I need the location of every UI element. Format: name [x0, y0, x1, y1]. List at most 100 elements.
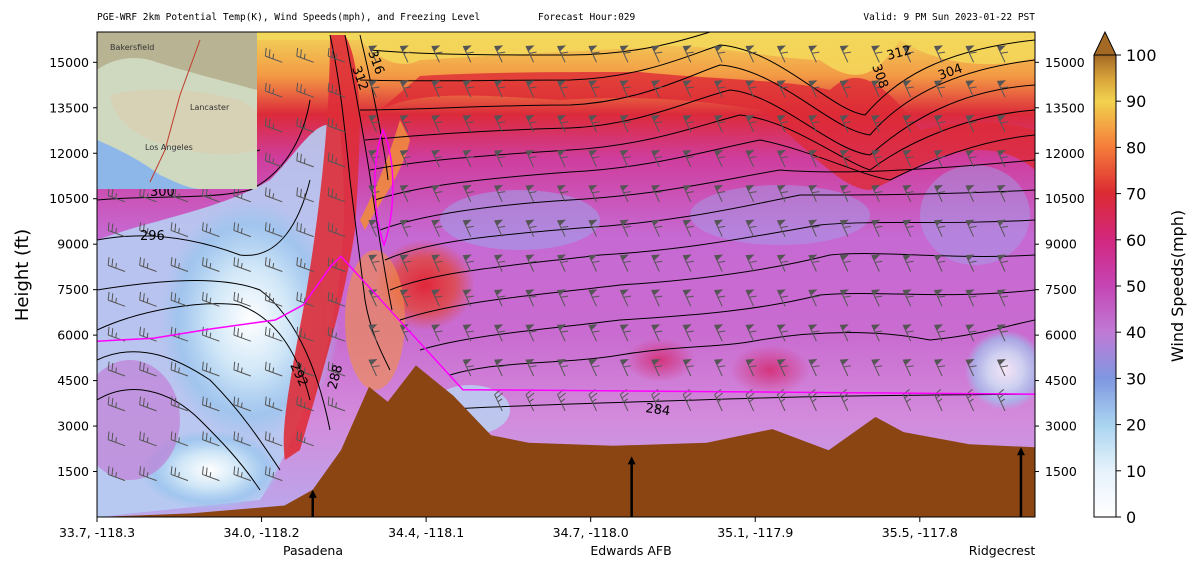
wind-barb [682, 115, 694, 133]
wind-barb [462, 149, 474, 168]
wind-barb [431, 324, 443, 342]
inset-map: Bakersfield Lancaster Los Angeles [97, 32, 257, 189]
wind-barb [776, 324, 789, 342]
wind-barb [619, 289, 631, 307]
y-axis-right: 1500 3000 4500 6000 7500 9000 10500 12000 13500 1… [1035, 55, 1085, 479]
wind-barb [557, 80, 569, 98]
y-tick-label-right: 12000 [1045, 146, 1085, 161]
wind-barb [934, 254, 946, 272]
wind-barb [525, 115, 537, 133]
wind-barb [494, 289, 506, 307]
wind-barb [431, 115, 443, 133]
y-tick-label: 9000 [57, 237, 89, 252]
terrain-profile [97, 365, 1035, 517]
x-tick-label: 34.0, -118.2 [224, 525, 300, 540]
wind-barb [233, 326, 251, 342]
wind-barb [431, 219, 443, 237]
wind-barb [902, 359, 914, 377]
wind-barb [588, 45, 600, 63]
wind-barb [619, 149, 631, 168]
wind-barb [296, 396, 314, 412]
wind-barb [557, 149, 569, 168]
wind-barb [588, 80, 600, 98]
contour-label: 288 [325, 363, 346, 391]
wind-barb [327, 396, 346, 412]
wind-barb [871, 324, 883, 342]
y-tick-label: 15000 [49, 55, 89, 70]
y-tick-label: 13500 [49, 100, 89, 115]
wind-barb [233, 291, 251, 307]
wind-barb [201, 466, 220, 482]
wind-barb [965, 324, 977, 342]
wind-barb [368, 45, 380, 63]
wind-barb [714, 359, 726, 377]
wind-barb [139, 396, 157, 412]
wind-barb [965, 115, 977, 133]
wind-barb [107, 291, 126, 307]
wind-barb [871, 45, 883, 63]
wind-barb [327, 47, 346, 63]
wind-barb [327, 82, 346, 98]
wind-barb [588, 254, 600, 272]
wind-barb [682, 324, 694, 342]
wind-barb [525, 149, 537, 168]
wind-barb [233, 222, 251, 238]
wind-barb [264, 466, 283, 482]
freezing-level-line [97, 255, 1035, 395]
wind-barb [494, 324, 506, 342]
cross-section-line [149, 39, 201, 183]
wind-barb [808, 115, 820, 133]
colorbar-tick-label: 0 [1126, 508, 1136, 527]
wind-barb [902, 254, 914, 272]
contour-label: 284 [644, 401, 671, 419]
wind-barb [399, 324, 411, 342]
y-tick-label: 6000 [57, 328, 89, 343]
wind-barb [170, 396, 189, 412]
wind-barb [264, 47, 283, 63]
wind-barb [107, 466, 126, 482]
colorbar-tick-label: 80 [1126, 138, 1146, 157]
colorbar-tick-label: 30 [1126, 369, 1146, 388]
wind-barb [776, 219, 789, 237]
wind-barb [965, 359, 977, 377]
wind-barb [839, 359, 851, 377]
wind-barb [902, 45, 914, 63]
wind-barb [682, 80, 694, 98]
wind-barb [264, 82, 283, 98]
wind-barb [368, 80, 380, 98]
forecast-hour: Forecast Hour:029 [538, 12, 636, 23]
wind-barb [871, 184, 883, 203]
colorbar: 0 10 20 30 40 50 60 70 80 90 100 Wind Speeds(mph) [1093, 30, 1187, 527]
wind-barb [619, 389, 629, 412]
wind-barb [714, 184, 726, 203]
potential-temperature-contours [97, 32, 1035, 491]
wind-barb [588, 184, 600, 203]
wind-barb [902, 115, 914, 133]
wind-barb [462, 115, 474, 133]
wind-barb [965, 254, 977, 272]
wind-barb [264, 326, 283, 342]
wind-barb [399, 219, 411, 237]
x-tick-label: 35.1, -117.9 [717, 525, 793, 540]
wind-barb [296, 257, 314, 272]
wind-barb [902, 219, 914, 237]
wind-barb [494, 80, 506, 98]
inset-town-label: Bakersfield [110, 43, 154, 52]
wind-barb [588, 324, 600, 342]
wind-barb [327, 117, 346, 133]
wind-barb [139, 222, 157, 238]
wind-barb [682, 289, 694, 307]
wind-barb [619, 359, 631, 377]
wind-barb [201, 361, 220, 377]
wind-barb [201, 431, 220, 447]
x-tick-label: 34.7, -118.0 [553, 525, 629, 540]
wind-barb [682, 149, 694, 168]
wind-barb [462, 219, 474, 237]
valid-time: Valid: 9 PM Sun 2023-01-22 PST [863, 12, 1035, 23]
wind-barb [776, 149, 789, 168]
location-label-pasadena: Pasadena [283, 543, 343, 558]
wind-barb [839, 80, 851, 98]
wind-barb [682, 184, 694, 203]
wind-barb [170, 257, 189, 272]
wind-barb [651, 45, 663, 63]
